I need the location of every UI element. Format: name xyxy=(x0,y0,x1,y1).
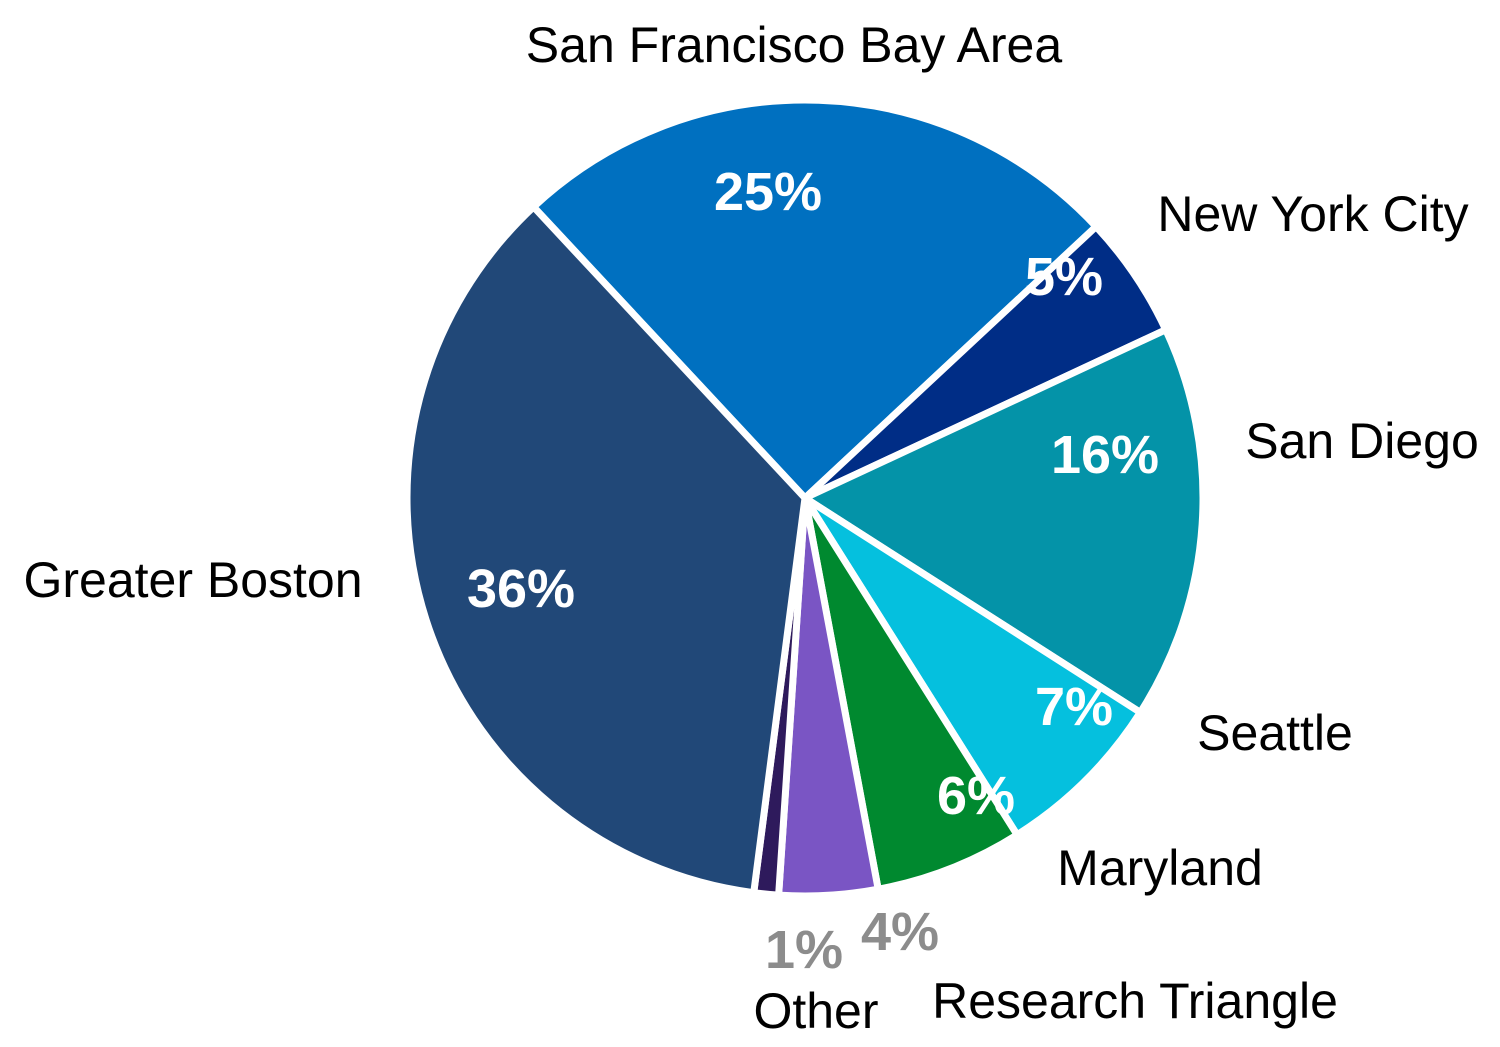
category-labels: San Francisco Bay Area New York City San D… xyxy=(23,17,1478,1039)
slice-san-diego xyxy=(797,325,1207,718)
category-label-other: Other xyxy=(753,983,878,1039)
category-label-seattle: Seattle xyxy=(1197,705,1353,761)
percentage-labels: 25% 5% 16% 7% 6% 4% 1% 36% xyxy=(467,162,1159,980)
value-label-research-triangle: 4% xyxy=(861,902,939,962)
value-label-san-francisco-bay-area: 25% xyxy=(714,162,822,222)
category-label-maryland: Maryland xyxy=(1057,840,1263,896)
value-label-greater-boston: 36% xyxy=(467,559,575,619)
slice-maryland xyxy=(801,496,1022,894)
category-label-greater-boston: Greater Boston xyxy=(23,552,362,608)
slice-seattle xyxy=(802,495,1146,840)
slice-greater-boston xyxy=(403,201,809,897)
value-label-san-diego: 16% xyxy=(1051,425,1159,485)
category-label-research-triangle: Research Triangle xyxy=(932,973,1338,1029)
value-label-other: 1% xyxy=(765,920,843,980)
value-label-maryland: 6% xyxy=(937,766,1015,826)
category-label-new-york-city: New York City xyxy=(1157,186,1468,242)
value-label-seattle: 7% xyxy=(1035,677,1113,737)
category-label-san-francisco-bay-area: San Francisco Bay Area xyxy=(526,17,1063,73)
pie-slices xyxy=(403,96,1207,900)
value-label-new-york-city: 5% xyxy=(1025,247,1103,307)
slice-san-francisco-bay-area xyxy=(528,96,1102,503)
category-label-san-diego: San Diego xyxy=(1245,413,1479,469)
